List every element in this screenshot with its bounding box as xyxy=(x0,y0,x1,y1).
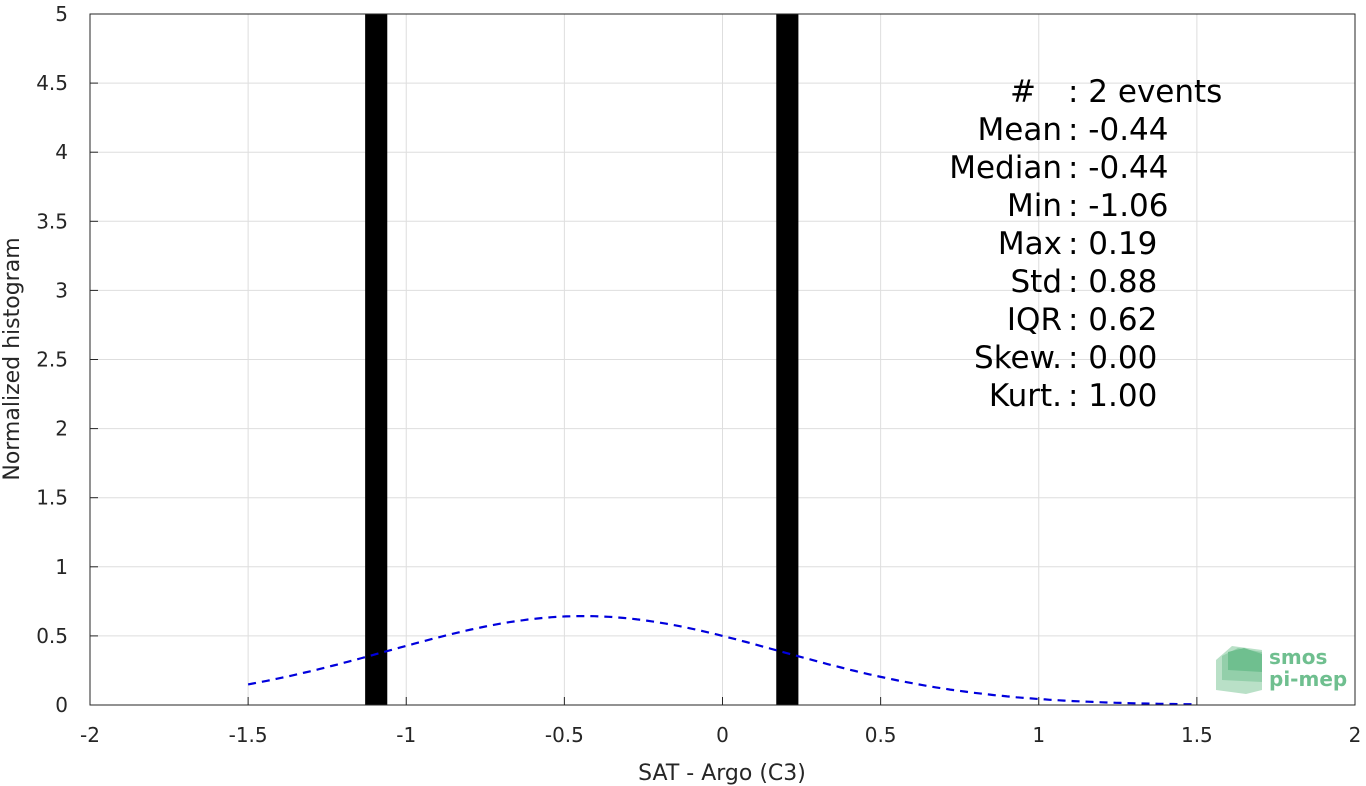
stats-value: : 0.62 xyxy=(1068,302,1157,338)
x-tick-label: 1.5 xyxy=(1181,723,1213,747)
y-axis-title: Normalized histogram xyxy=(0,237,25,480)
stats-value: : 0.19 xyxy=(1068,226,1157,262)
histogram-bar xyxy=(365,14,388,705)
x-axis-ticks: -2 -1.5 -1 -0.5 0 0.5 1 1.5 2 xyxy=(80,697,1361,747)
stats-label: Min xyxy=(1007,188,1062,224)
stats-label: IQR xyxy=(1007,302,1062,338)
y-tick-label: 3.5 xyxy=(36,209,68,233)
y-tick-label: 0 xyxy=(55,693,68,717)
x-tick-label: -1.5 xyxy=(229,723,268,747)
stats-label: # xyxy=(1010,74,1036,110)
x-tick-label: -2 xyxy=(80,723,100,747)
histogram-bar xyxy=(776,14,799,705)
stats-value: : -0.44 xyxy=(1068,150,1169,186)
y-tick-label: 2 xyxy=(55,417,68,441)
stats-value: : 0.00 xyxy=(1068,340,1157,376)
y-tick-label: 5 xyxy=(55,2,68,26)
stats-label: Std xyxy=(1010,264,1062,300)
y-axis-ticks: 0 0.5 1 1.5 2 2.5 3 3.5 4 4.5 5 xyxy=(36,2,98,717)
stats-value: : 2 events xyxy=(1068,74,1222,110)
x-tick-label: -1 xyxy=(396,723,416,747)
stats-value: : -1.06 xyxy=(1068,188,1169,224)
stats-value: : 0.88 xyxy=(1068,264,1157,300)
y-tick-label: 1 xyxy=(55,555,68,579)
x-tick-label: 2 xyxy=(1349,723,1362,747)
y-tick-label: 0.5 xyxy=(36,624,68,648)
y-tick-label: 1.5 xyxy=(36,486,68,510)
fit-curve xyxy=(247,615,1197,706)
y-tick-label: 4 xyxy=(55,140,68,164)
y-tick-label: 2.5 xyxy=(36,348,68,372)
stats-label: Skew. xyxy=(974,340,1062,376)
x-tick-label: 0 xyxy=(716,723,729,747)
stats-label: Kurt. xyxy=(989,378,1062,414)
logo-text-line2: pi-mep xyxy=(1269,667,1347,691)
grid-lines xyxy=(89,13,1356,706)
stats-label: Max xyxy=(998,226,1062,262)
y-tick-label: 4.5 xyxy=(36,71,68,95)
histogram-bars xyxy=(365,14,799,705)
stats-label: Mean xyxy=(978,112,1062,148)
stats-value: : 1.00 xyxy=(1068,378,1157,414)
smos-pimep-logo: smos pi-mep xyxy=(1216,645,1347,694)
x-tick-label: -0.5 xyxy=(545,723,584,747)
x-axis-title: SAT - Argo (C3) xyxy=(638,761,806,786)
stats-value: : -0.44 xyxy=(1068,112,1169,148)
logo-text-line1: smos xyxy=(1269,645,1327,669)
y-tick-label: 3 xyxy=(55,278,68,302)
x-tick-label: 1 xyxy=(1032,723,1045,747)
x-tick-label: 0.5 xyxy=(865,723,897,747)
logo-mark-icon xyxy=(1216,646,1262,694)
stats-label: Median xyxy=(949,150,1062,186)
